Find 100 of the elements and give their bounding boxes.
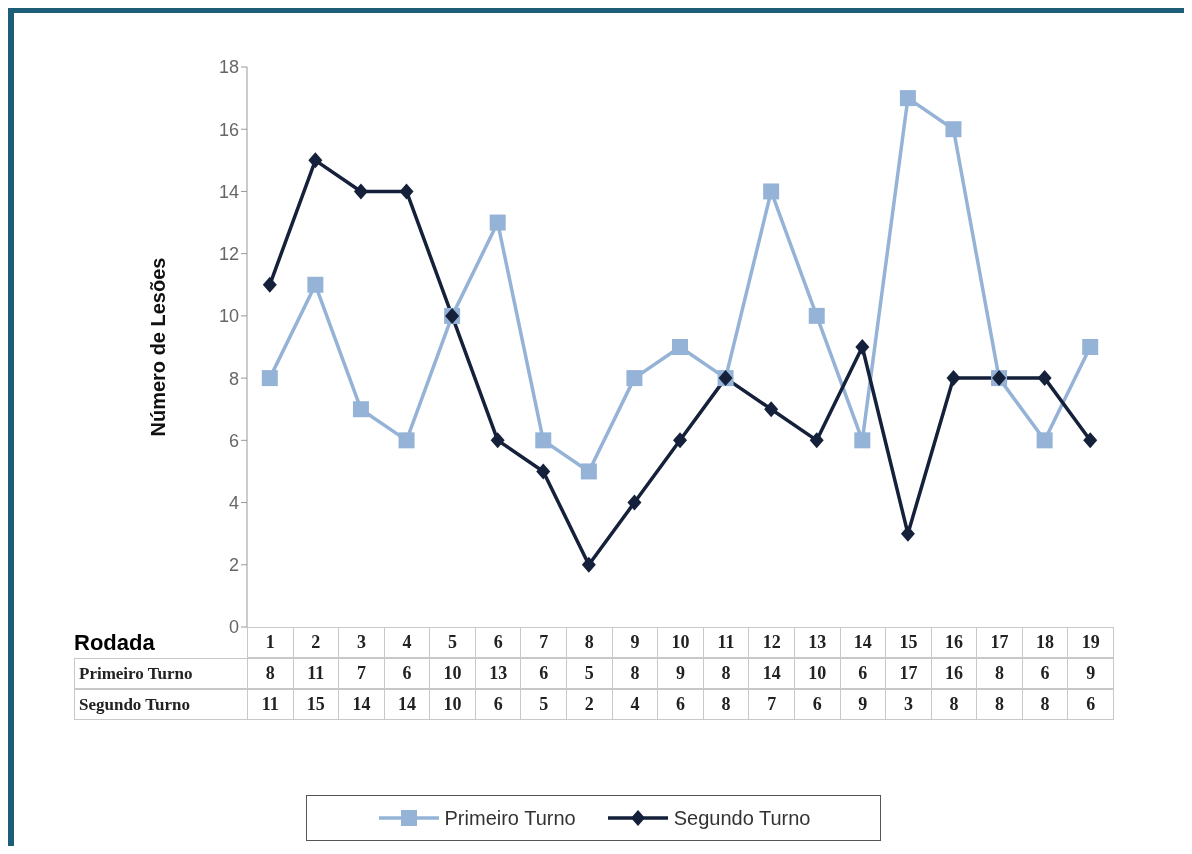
data-label: 6 bbox=[1067, 689, 1114, 720]
point bbox=[398, 432, 415, 449]
point bbox=[490, 432, 505, 449]
point bbox=[808, 307, 825, 324]
data-label: 6 bbox=[793, 689, 841, 720]
y-tick-label: 12 bbox=[218, 244, 239, 265]
x-tick-label: 1 bbox=[247, 627, 294, 658]
x-tick-label: 10 bbox=[657, 627, 704, 658]
point bbox=[536, 463, 551, 480]
data-label: 6 bbox=[839, 658, 887, 689]
data-label: 6 bbox=[474, 689, 522, 720]
x-tick-label: 9 bbox=[611, 627, 659, 658]
y-tick-label: 6 bbox=[228, 430, 239, 451]
text: Primeiro Turno bbox=[79, 663, 193, 683]
x-tick-label: 8 bbox=[566, 627, 613, 658]
data-label: 8 bbox=[702, 658, 750, 689]
data-label: 5 bbox=[520, 689, 568, 720]
data-label: 8 bbox=[930, 689, 978, 720]
data-label: 14 bbox=[338, 689, 385, 720]
data-label: 7 bbox=[748, 689, 795, 720]
point bbox=[581, 556, 596, 573]
data-label: 8 bbox=[976, 689, 1023, 720]
point bbox=[627, 494, 642, 511]
data-label: 8 bbox=[611, 658, 659, 689]
data-label: 9 bbox=[839, 689, 887, 720]
x-tick-label: 15 bbox=[885, 627, 932, 658]
data-label: 14 bbox=[748, 658, 795, 689]
data-label: 17 bbox=[885, 658, 932, 689]
point bbox=[1082, 339, 1099, 355]
x-tick-label: 2 bbox=[292, 627, 340, 658]
point bbox=[353, 183, 368, 200]
data-label: 10 bbox=[793, 658, 841, 689]
data-label: 3 bbox=[885, 689, 932, 720]
y-axis-title: Número de Lesões bbox=[147, 257, 170, 437]
data-label: 8 bbox=[247, 658, 294, 689]
y-tick-label: 14 bbox=[218, 181, 239, 202]
data-label: 8 bbox=[1021, 689, 1069, 720]
x-tick-label: 16 bbox=[930, 627, 978, 658]
point bbox=[900, 525, 915, 542]
point bbox=[945, 121, 962, 138]
point bbox=[855, 339, 870, 355]
data-label: 9 bbox=[657, 658, 704, 689]
data-label: 8 bbox=[976, 658, 1023, 689]
x-tick-label: 11 bbox=[702, 627, 750, 658]
data-label: 14 bbox=[383, 689, 431, 720]
data-label: 2 bbox=[566, 689, 613, 720]
data-label: 10 bbox=[429, 689, 476, 720]
y-tick-label: 2 bbox=[228, 555, 239, 576]
x-tick-label: 6 bbox=[474, 627, 522, 658]
point bbox=[1036, 432, 1053, 449]
data-label: 4 bbox=[611, 689, 659, 720]
point bbox=[399, 183, 414, 200]
data-label: 5 bbox=[566, 658, 613, 689]
point bbox=[946, 370, 961, 387]
point bbox=[763, 183, 780, 200]
x-tick-label: 3 bbox=[338, 627, 385, 658]
data-label: 8 bbox=[702, 689, 750, 720]
point bbox=[809, 432, 824, 449]
point bbox=[1083, 432, 1098, 449]
x-axis-title: Rodada bbox=[74, 628, 155, 657]
point bbox=[535, 432, 552, 449]
data-label: 10 bbox=[429, 658, 476, 689]
data-label: 13 bbox=[474, 658, 522, 689]
data-label: 16 bbox=[930, 658, 978, 689]
point bbox=[673, 432, 687, 449]
point bbox=[672, 339, 688, 355]
data-label: 6 bbox=[1021, 658, 1069, 689]
point bbox=[764, 401, 779, 418]
point bbox=[1037, 370, 1052, 387]
point bbox=[261, 370, 278, 387]
x-tick-label: 12 bbox=[748, 627, 795, 658]
point bbox=[580, 463, 597, 480]
data-label: 11 bbox=[247, 689, 294, 720]
point bbox=[899, 90, 916, 107]
data-label: 7 bbox=[338, 658, 385, 689]
x-tick-label: 5 bbox=[429, 627, 476, 658]
x-tick-label: 7 bbox=[520, 627, 568, 658]
data-label: 6 bbox=[520, 658, 568, 689]
y-tick-label: 0 bbox=[228, 617, 239, 638]
legend-label: Primeiro Turno bbox=[444, 806, 576, 830]
data-label: 15 bbox=[292, 689, 340, 720]
legend-label: Segundo Turno bbox=[673, 806, 811, 830]
text: Segundo Turno bbox=[79, 694, 191, 714]
y-tick-label: 10 bbox=[218, 306, 239, 327]
point bbox=[352, 401, 369, 418]
data-label: 6 bbox=[383, 658, 431, 689]
data-label: 9 bbox=[1067, 658, 1114, 689]
x-tick-label: 18 bbox=[1021, 627, 1069, 658]
point bbox=[307, 276, 324, 293]
x-tick-label: 17 bbox=[976, 627, 1023, 658]
point bbox=[489, 214, 506, 231]
y-tick-label: 8 bbox=[228, 368, 239, 389]
x-tick-label: 4 bbox=[383, 627, 431, 658]
y-tick-label: 18 bbox=[218, 57, 239, 78]
x-tick-label: 13 bbox=[793, 627, 841, 658]
point bbox=[626, 370, 643, 387]
point bbox=[262, 276, 277, 293]
point bbox=[308, 152, 323, 169]
point bbox=[854, 432, 871, 449]
y-tick-label: 16 bbox=[218, 119, 239, 140]
